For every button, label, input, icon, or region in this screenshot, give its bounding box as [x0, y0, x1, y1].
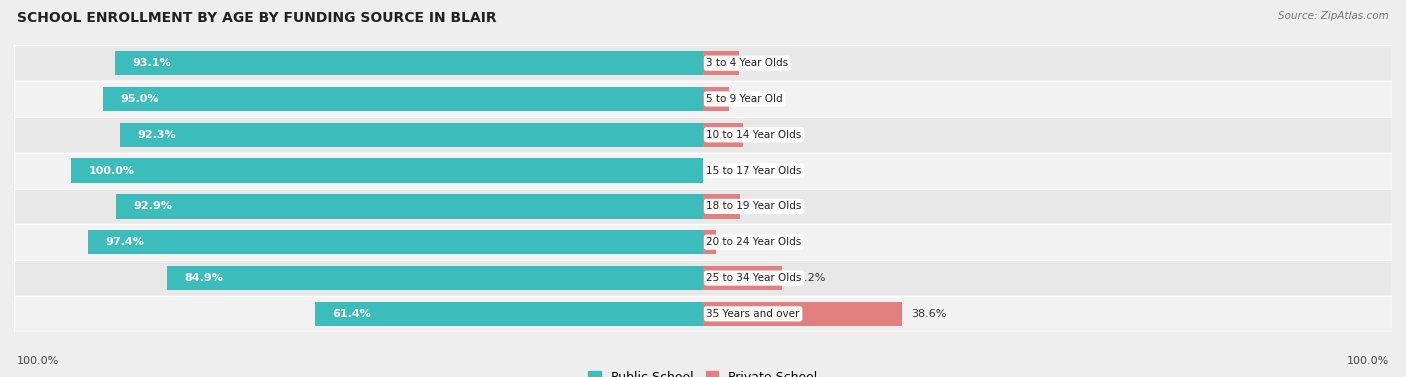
- Bar: [14, 45, 1392, 81]
- Bar: [120, 123, 703, 147]
- Bar: [703, 123, 742, 147]
- Text: 61.4%: 61.4%: [332, 309, 371, 319]
- Bar: [117, 194, 703, 219]
- Bar: [14, 117, 1392, 153]
- Text: 92.3%: 92.3%: [138, 130, 176, 140]
- Bar: [72, 158, 703, 183]
- Bar: [14, 224, 1392, 260]
- Bar: [315, 302, 703, 326]
- Text: 97.4%: 97.4%: [105, 237, 143, 247]
- Text: 5.0%: 5.0%: [738, 94, 766, 104]
- Bar: [703, 302, 903, 326]
- Bar: [14, 260, 1392, 296]
- Text: 35 Years and over: 35 Years and over: [706, 309, 800, 319]
- Text: 6.9%: 6.9%: [748, 58, 776, 68]
- Bar: [14, 153, 1392, 188]
- Text: 25 to 34 Year Olds: 25 to 34 Year Olds: [706, 273, 801, 283]
- Text: 38.6%: 38.6%: [911, 309, 948, 319]
- Text: Source: ZipAtlas.com: Source: ZipAtlas.com: [1278, 11, 1389, 21]
- Bar: [14, 81, 1392, 117]
- Text: 100.0%: 100.0%: [1347, 356, 1389, 366]
- Text: 20 to 24 Year Olds: 20 to 24 Year Olds: [706, 237, 801, 247]
- Bar: [89, 230, 703, 254]
- Text: 7.7%: 7.7%: [752, 130, 780, 140]
- Bar: [167, 266, 703, 290]
- Text: 0.0%: 0.0%: [713, 166, 741, 176]
- Bar: [703, 51, 738, 75]
- Bar: [703, 87, 728, 111]
- Text: 92.9%: 92.9%: [134, 201, 173, 211]
- Bar: [703, 230, 717, 254]
- Text: 18 to 19 Year Olds: 18 to 19 Year Olds: [706, 201, 801, 211]
- Bar: [703, 194, 740, 219]
- Text: 2.6%: 2.6%: [725, 237, 754, 247]
- Text: SCHOOL ENROLLMENT BY AGE BY FUNDING SOURCE IN BLAIR: SCHOOL ENROLLMENT BY AGE BY FUNDING SOUR…: [17, 11, 496, 25]
- Bar: [103, 87, 703, 111]
- Text: 100.0%: 100.0%: [17, 356, 59, 366]
- Text: 84.9%: 84.9%: [184, 273, 224, 283]
- Text: 93.1%: 93.1%: [132, 58, 172, 68]
- Bar: [115, 51, 703, 75]
- Text: 5 to 9 Year Old: 5 to 9 Year Old: [706, 94, 783, 104]
- Text: 15.2%: 15.2%: [790, 273, 827, 283]
- Bar: [14, 188, 1392, 224]
- Text: 95.0%: 95.0%: [121, 94, 159, 104]
- Legend: Public School, Private School: Public School, Private School: [583, 366, 823, 377]
- Text: 15 to 17 Year Olds: 15 to 17 Year Olds: [706, 166, 801, 176]
- Bar: [14, 296, 1392, 332]
- Text: 7.1%: 7.1%: [749, 201, 778, 211]
- Text: 10 to 14 Year Olds: 10 to 14 Year Olds: [706, 130, 801, 140]
- Text: 100.0%: 100.0%: [89, 166, 135, 176]
- Bar: [703, 266, 782, 290]
- Text: 3 to 4 Year Olds: 3 to 4 Year Olds: [706, 58, 789, 68]
